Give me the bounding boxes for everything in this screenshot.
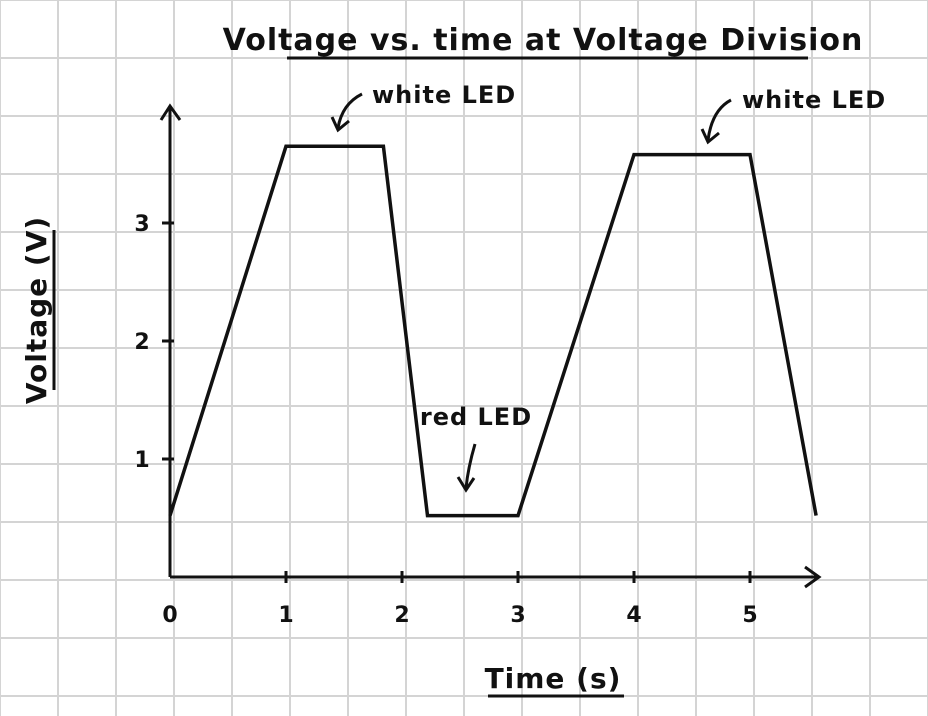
annotation-white-led-2: white LED: [700, 86, 886, 145]
annotation-label: white LED: [372, 81, 516, 109]
x-axis-arrow-icon: [804, 565, 822, 589]
x-tick-label: 4: [626, 603, 641, 628]
y-tick-label: 1: [134, 448, 149, 473]
chart-title: Voltage vs. time at Voltage Division: [223, 23, 864, 58]
arrow-head-icon: [330, 116, 350, 133]
x-tick-label: 0: [162, 603, 177, 628]
x-tick-label: 2: [394, 603, 409, 628]
y-tick-label: 2: [134, 330, 149, 355]
annotation-red-led: red LED: [420, 403, 532, 493]
x-tick-label: 1: [278, 603, 293, 628]
annotation-white-led-1: white LED: [330, 81, 516, 133]
annotation-label: white LED: [742, 86, 886, 114]
x-tick-label: 3: [510, 603, 525, 628]
arrow-head-icon: [700, 128, 720, 145]
x-axis-label: Time (s): [485, 662, 622, 695]
y-tick-label: 3: [134, 212, 149, 237]
annotation-arrow-icon: [706, 98, 732, 141]
ticks: 0 1 2 3 4 5 1 2 3: [134, 212, 757, 628]
arrow-head-icon: [456, 476, 476, 493]
annotation-arrow-icon: [464, 443, 477, 489]
annotation-arrow-icon: [336, 92, 363, 129]
series-line: [168, 144, 818, 518]
annotation-label: red LED: [420, 403, 532, 431]
y-axis-arrow-icon: [159, 103, 182, 121]
x-tick-label: 5: [742, 603, 757, 628]
y-axis-label: Voltage (V): [20, 216, 53, 404]
